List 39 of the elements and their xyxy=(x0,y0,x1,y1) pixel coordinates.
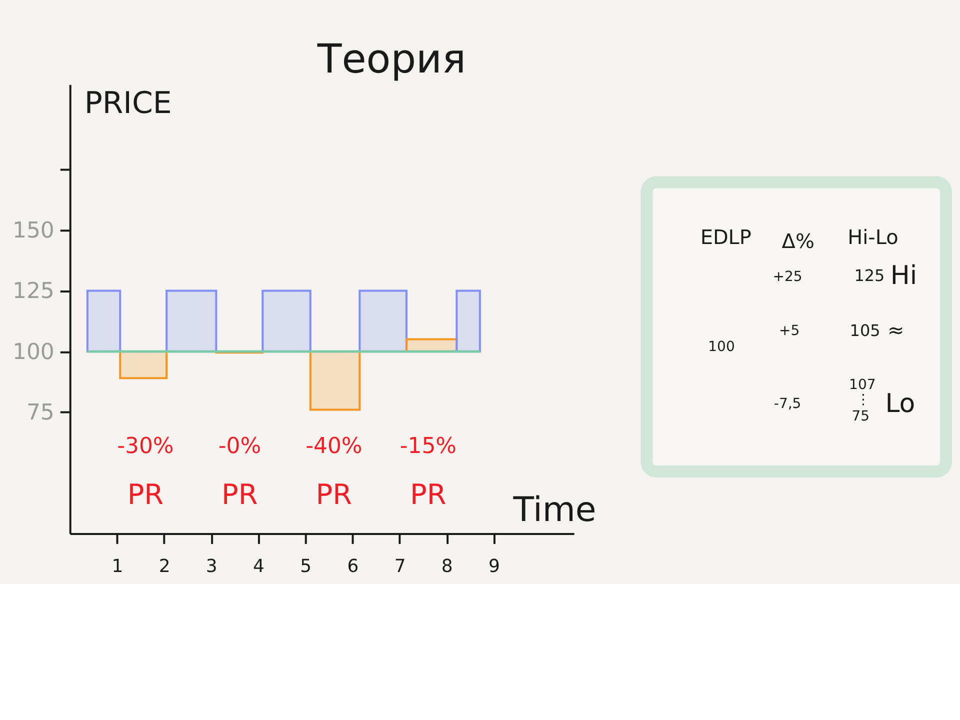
y-tick-label: 100 xyxy=(12,340,54,365)
annotation: -30% xyxy=(117,434,174,459)
y-tick-label: 150 xyxy=(12,218,54,244)
text: 107 xyxy=(849,376,876,393)
annotation: -40% xyxy=(306,434,362,459)
text: +25 xyxy=(772,268,802,285)
text: EDLP xyxy=(700,225,752,250)
text: -7,5 xyxy=(774,396,802,412)
x-tick-label: 8 xyxy=(441,556,453,577)
text: 100 xyxy=(708,339,735,356)
text: ≈ xyxy=(887,318,904,342)
annotation: PR xyxy=(222,478,258,511)
y-tick-label: 75 xyxy=(26,400,54,426)
x-tick-label: 6 xyxy=(347,556,359,577)
annotation: PR xyxy=(410,478,446,511)
text: Lo xyxy=(885,389,916,420)
annotation: PR xyxy=(316,478,352,511)
annotation: -0% xyxy=(218,434,262,459)
text: Hi-Lo xyxy=(848,225,898,250)
x-tick-label: 4 xyxy=(253,556,264,577)
x-tick-label: 2 xyxy=(158,556,170,577)
x-tick-label: 5 xyxy=(300,556,312,577)
text: Δ% xyxy=(782,229,814,254)
x-axis-title: Time xyxy=(512,490,596,530)
text: 75 xyxy=(852,408,870,425)
y-axis-title: PRICE xyxy=(84,86,172,121)
x-tick-label: 3 xyxy=(206,556,218,577)
annotation: -15% xyxy=(400,434,457,459)
x-tick-label: 1 xyxy=(112,556,124,577)
text: 125 xyxy=(854,266,885,285)
y-tick-label: 125 xyxy=(12,279,54,304)
annotation: PR xyxy=(127,478,164,511)
chart-title: Теория xyxy=(316,36,466,82)
text: 105 xyxy=(850,320,880,340)
x-tick-label: 7 xyxy=(394,556,406,577)
text: ⋮ xyxy=(856,392,870,408)
text: Hi xyxy=(890,260,918,291)
x-tick-label: 9 xyxy=(488,556,500,577)
text: +5 xyxy=(779,322,800,339)
